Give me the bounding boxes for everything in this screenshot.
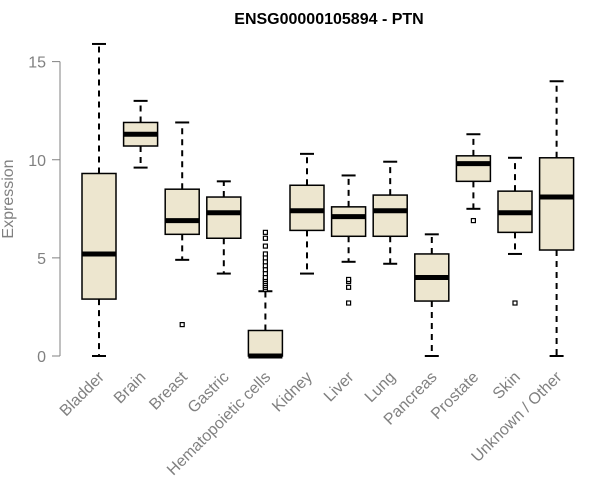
y-tick-label: 5 <box>37 251 46 268</box>
box-rect <box>538 157 575 251</box>
box-kidney <box>289 152 325 275</box>
outlier-point <box>512 300 518 306</box>
outlier-point <box>262 229 268 235</box>
y-tick-label: 0 <box>37 349 46 366</box>
outlier-point <box>346 300 352 306</box>
box-lung <box>372 160 408 265</box>
y-axis-label: Expression <box>0 159 17 238</box>
y-axis: 0 5 10 15 <box>28 55 61 366</box>
outlier-point <box>262 235 268 241</box>
box-rect <box>164 188 200 236</box>
box-pancreas <box>414 233 450 357</box>
x-tick-label: Brain <box>111 369 149 407</box>
box-liver <box>330 174 367 306</box>
box-rect <box>247 329 284 357</box>
box-unknown-other <box>538 80 575 357</box>
outlier-point <box>470 217 476 224</box>
chart-title: ENSG00000105894 - PTN <box>234 11 423 28</box>
outlier-point <box>262 243 268 249</box>
outlier-point <box>346 276 352 283</box>
box-rect <box>206 196 242 240</box>
box-breast <box>164 121 200 328</box>
box-gastric <box>206 180 242 275</box>
x-tick-label: Skin <box>490 369 524 403</box>
box-hematopoietic-cells <box>247 229 284 359</box>
outlier-point <box>262 251 268 257</box>
x-tick-label: Bladder <box>57 368 108 419</box>
x-tick-label: Kidney <box>269 369 316 416</box>
box-rect <box>330 206 367 238</box>
box-rect <box>455 155 492 183</box>
x-tick-label: Breast <box>146 368 191 413</box>
outlier-point <box>346 284 352 290</box>
box-skin <box>497 156 533 306</box>
box-bladder <box>81 42 117 357</box>
boxes-group <box>81 42 575 359</box>
outlier-point <box>179 322 185 328</box>
box-rect <box>81 172 117 300</box>
y-tick-label: 15 <box>28 55 46 72</box>
box-rect <box>372 194 408 238</box>
x-tick-label: Lung <box>362 369 399 406</box>
y-tick-label: 10 <box>28 153 46 170</box>
box-brain <box>122 99 159 169</box>
x-tick-label: Liver <box>321 368 358 405</box>
box-prostate <box>455 133 492 224</box>
box-rect <box>289 184 325 232</box>
